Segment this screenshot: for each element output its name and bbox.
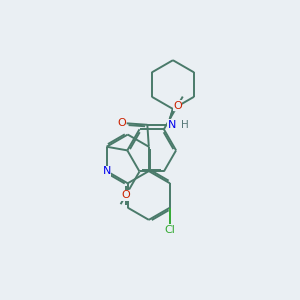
Text: O: O: [122, 190, 130, 200]
Text: O: O: [173, 101, 182, 111]
Text: H: H: [181, 120, 188, 130]
Text: O: O: [117, 118, 126, 128]
Text: N: N: [167, 120, 176, 130]
Text: N: N: [102, 166, 111, 176]
Text: Cl: Cl: [164, 225, 175, 235]
